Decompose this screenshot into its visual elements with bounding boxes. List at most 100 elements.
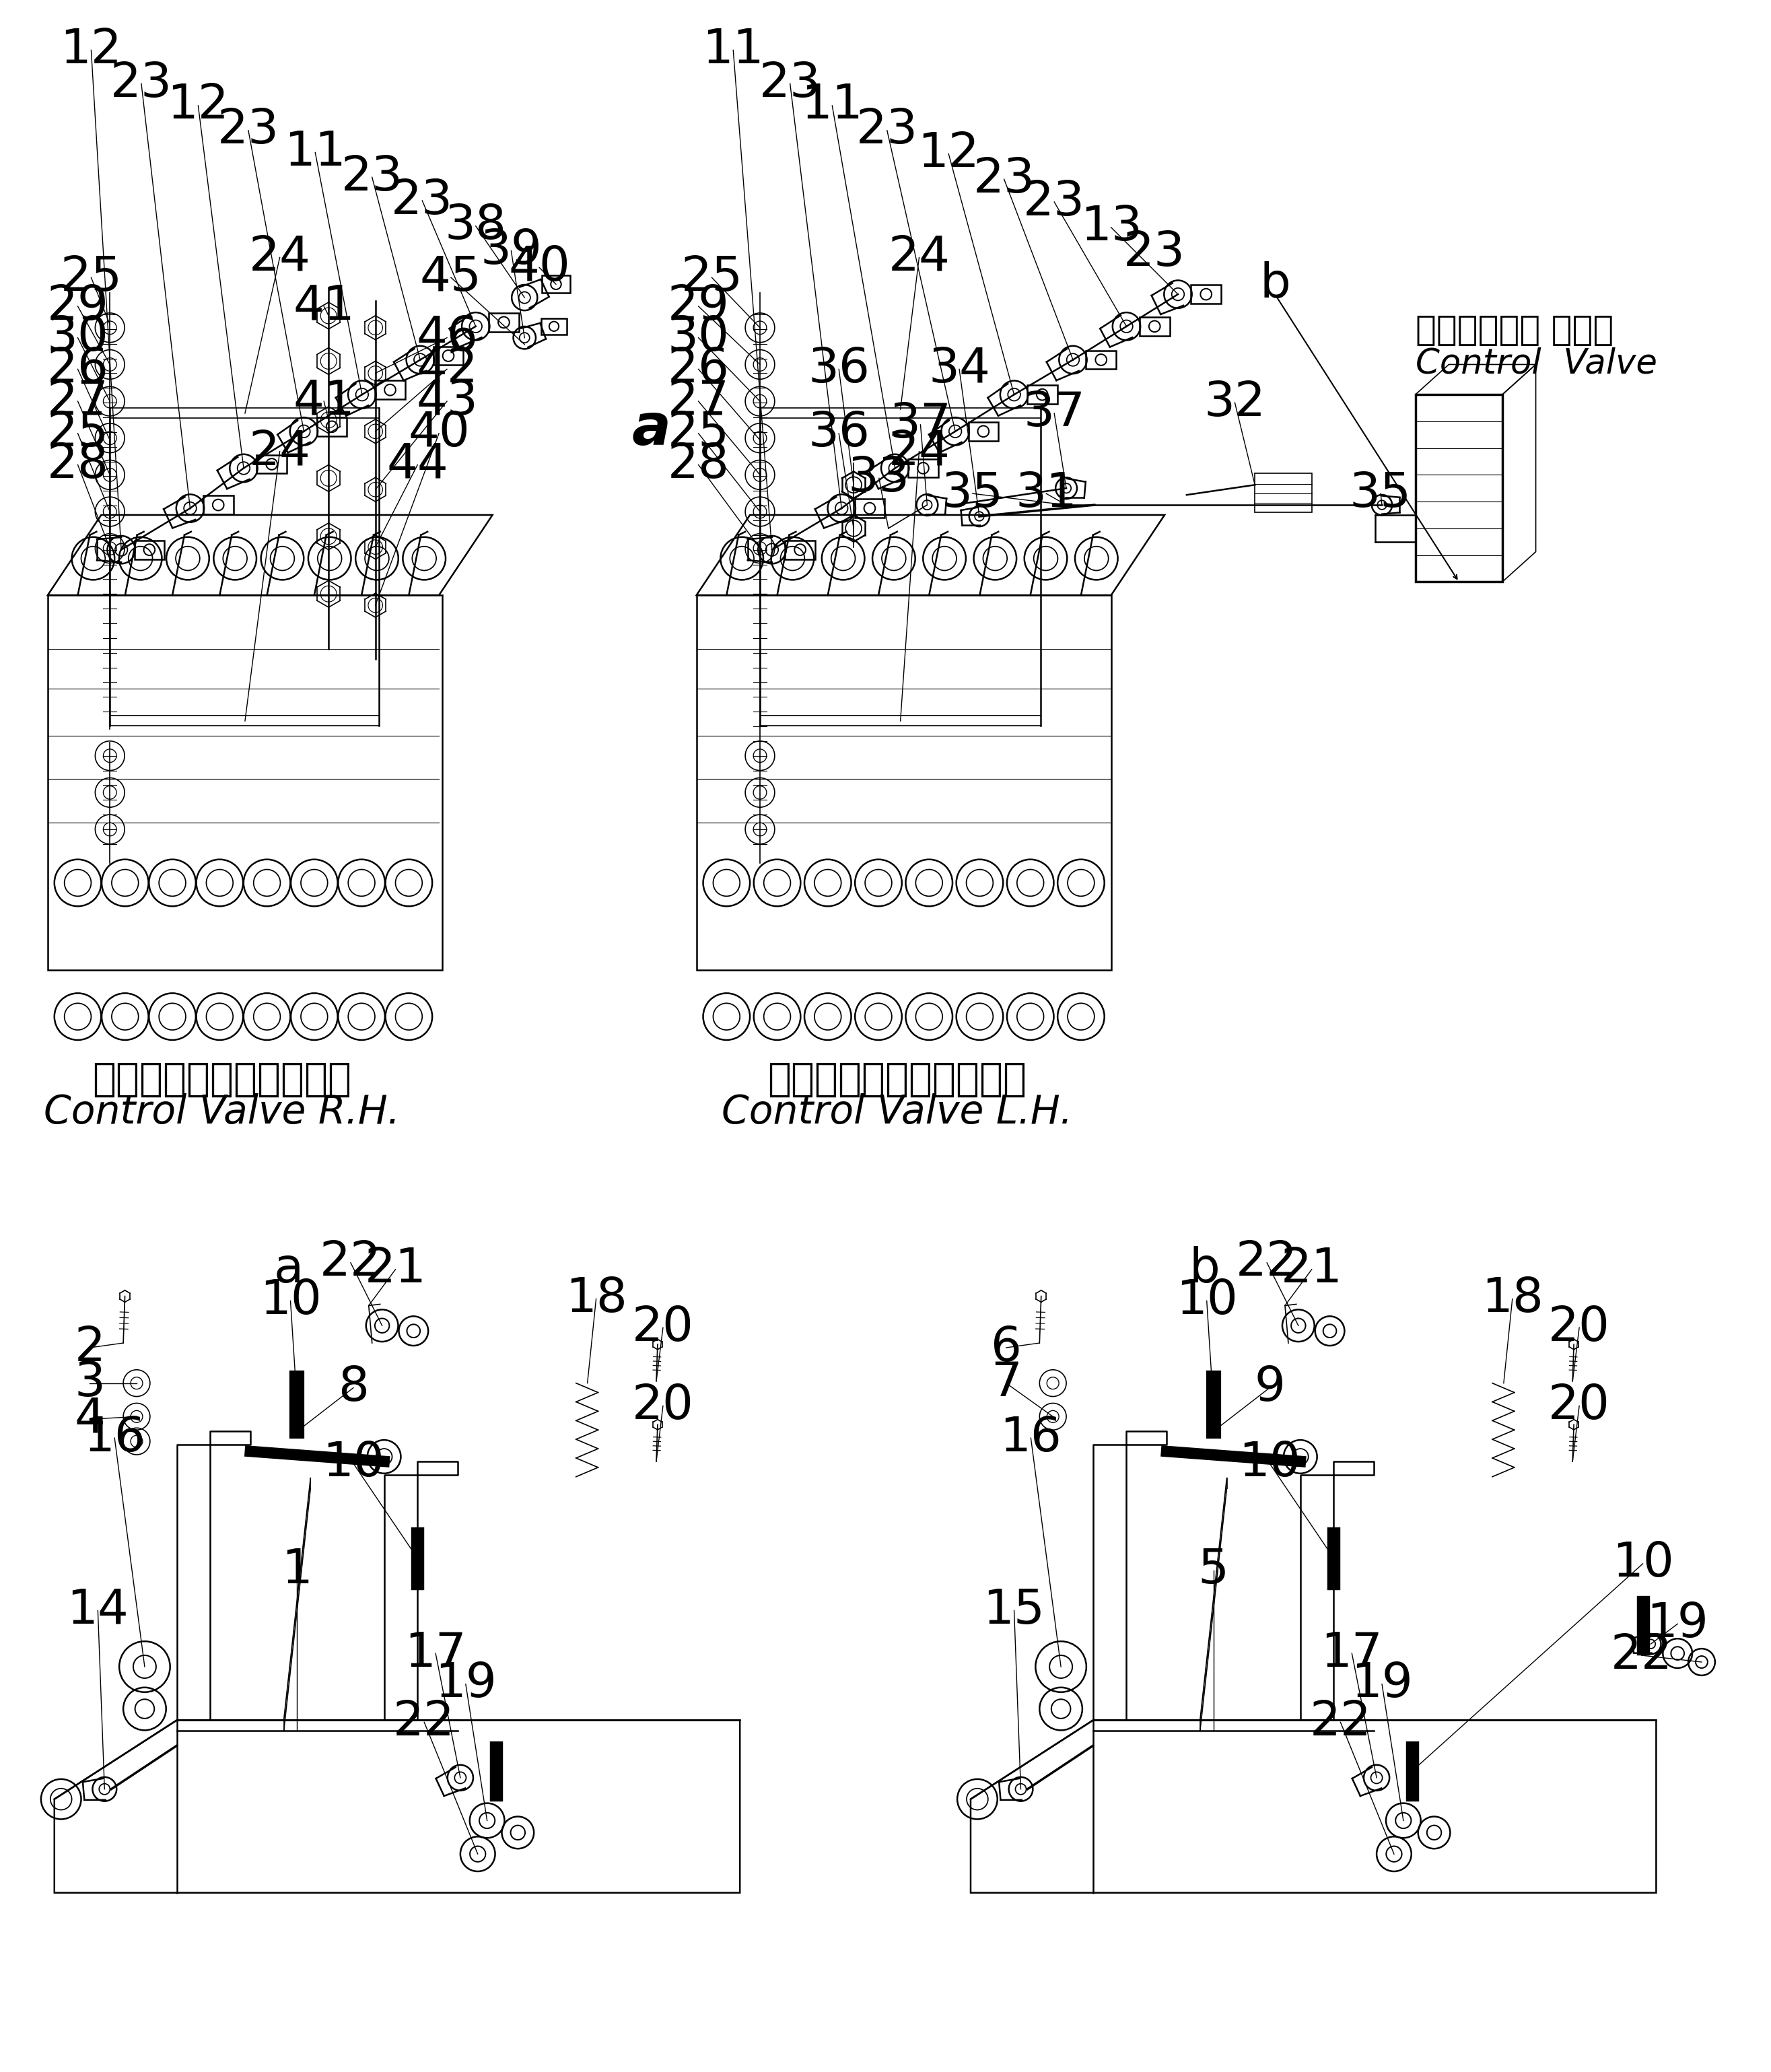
Text: 21: 21 [1280,1245,1342,1293]
Text: 41: 41 [292,377,354,425]
Text: 20: 20 [632,1305,694,1351]
Bar [855,499,886,518]
Text: 22: 22 [393,1699,455,1745]
Text: Control  Valve: Control Valve [1415,346,1658,381]
Text: 10: 10 [1238,1440,1300,1486]
Text: 24: 24 [250,234,310,280]
Bar [1415,394,1502,582]
Text: 22: 22 [1309,1699,1371,1745]
Text: 36: 36 [808,410,870,456]
Text: 35: 35 [942,470,1004,516]
Text: コントロール バルブ: コントロール バルブ [1415,313,1613,348]
Bar [317,416,347,435]
Bar [1086,350,1116,369]
Text: b: b [1259,261,1291,307]
Text: a: a [632,402,671,458]
Text: 38: 38 [445,203,507,249]
Text: 26: 26 [46,346,108,392]
Text: 10: 10 [1176,1278,1238,1324]
Text: 25: 25 [668,410,730,456]
Bar [48,595,443,970]
Text: 31: 31 [1015,470,1077,516]
Bar [135,541,165,559]
Bar [909,458,939,477]
Text: 12: 12 [166,83,228,128]
Text: 27: 27 [668,377,730,425]
Bar [785,541,815,559]
Text: 24: 24 [889,234,949,280]
Text: 13: 13 [1080,205,1142,251]
Text: 21: 21 [365,1245,427,1293]
Text: 19: 19 [1351,1662,1413,1707]
Text: 27: 27 [46,377,108,425]
Text: 30: 30 [668,315,730,361]
Text: 43: 43 [416,377,478,425]
Text: 42: 42 [416,346,478,392]
Bar [375,381,406,400]
Text: 23: 23 [855,108,917,153]
Text: 9: 9 [1254,1365,1286,1411]
Text: 29: 29 [46,284,108,329]
Bar [542,276,570,292]
Text: コントロールバルブ左側: コントロールバルブ左側 [767,1061,1027,1098]
Text: 44: 44 [386,441,448,489]
Text: 17: 17 [406,1631,466,1676]
Text: 6: 6 [990,1324,1022,1372]
Bar [1139,317,1169,336]
Text: 22: 22 [1610,1633,1672,1678]
Text: 23: 23 [218,108,280,153]
Text: 32: 32 [1204,379,1266,427]
Bar [257,454,287,474]
Text: Control Valve L.H.: Control Valve L.H. [721,1094,1073,1131]
Text: 18: 18 [565,1276,627,1322]
Text: 41: 41 [292,284,354,329]
Text: 16: 16 [1001,1415,1061,1461]
Text: 2: 2 [74,1324,104,1372]
Text: 12: 12 [60,27,122,73]
Text: 3: 3 [74,1359,104,1407]
Text: b: b [1190,1245,1220,1293]
Text: 24: 24 [889,429,949,474]
Bar [1192,284,1222,305]
Text: 18: 18 [1482,1276,1543,1322]
Text: 10: 10 [260,1278,321,1324]
Text: 20: 20 [1548,1382,1610,1430]
Text: 28: 28 [668,441,730,489]
Text: 40: 40 [508,244,570,290]
Text: コントロールバルブ右側: コントロールバルブ右側 [92,1061,351,1098]
Text: 26: 26 [668,346,730,392]
Text: 33: 33 [848,456,910,501]
Text: 23: 23 [1123,230,1185,276]
Text: 45: 45 [420,255,482,300]
Bar [1027,385,1057,404]
Bar [969,423,999,441]
Text: 35: 35 [1350,470,1411,516]
Text: 23: 23 [342,153,404,201]
Text: 30: 30 [46,315,108,361]
Text: 25: 25 [680,255,742,300]
Bar [1256,474,1312,512]
Text: 36: 36 [808,346,870,392]
Text: 39: 39 [480,228,542,274]
Text: 23: 23 [391,178,453,224]
Text: 11: 11 [800,83,862,128]
Bar [542,319,567,334]
Text: 20: 20 [1548,1305,1610,1351]
Text: 25: 25 [60,255,122,300]
Text: 19: 19 [434,1662,496,1707]
Text: 5: 5 [1197,1548,1229,1593]
Text: 15: 15 [983,1587,1045,1633]
Bar [696,595,1110,970]
Bar [204,495,234,514]
Text: 20: 20 [632,1382,694,1430]
Text: 46: 46 [416,315,478,361]
Text: 29: 29 [668,284,730,329]
Text: 11: 11 [285,128,345,176]
Text: 10: 10 [1612,1539,1674,1587]
Text: 17: 17 [1321,1631,1383,1676]
Text: 19: 19 [1647,1602,1709,1647]
Text: 34: 34 [928,346,990,392]
Text: 11: 11 [703,27,763,73]
Text: 28: 28 [46,441,108,489]
Text: 23: 23 [972,155,1034,203]
